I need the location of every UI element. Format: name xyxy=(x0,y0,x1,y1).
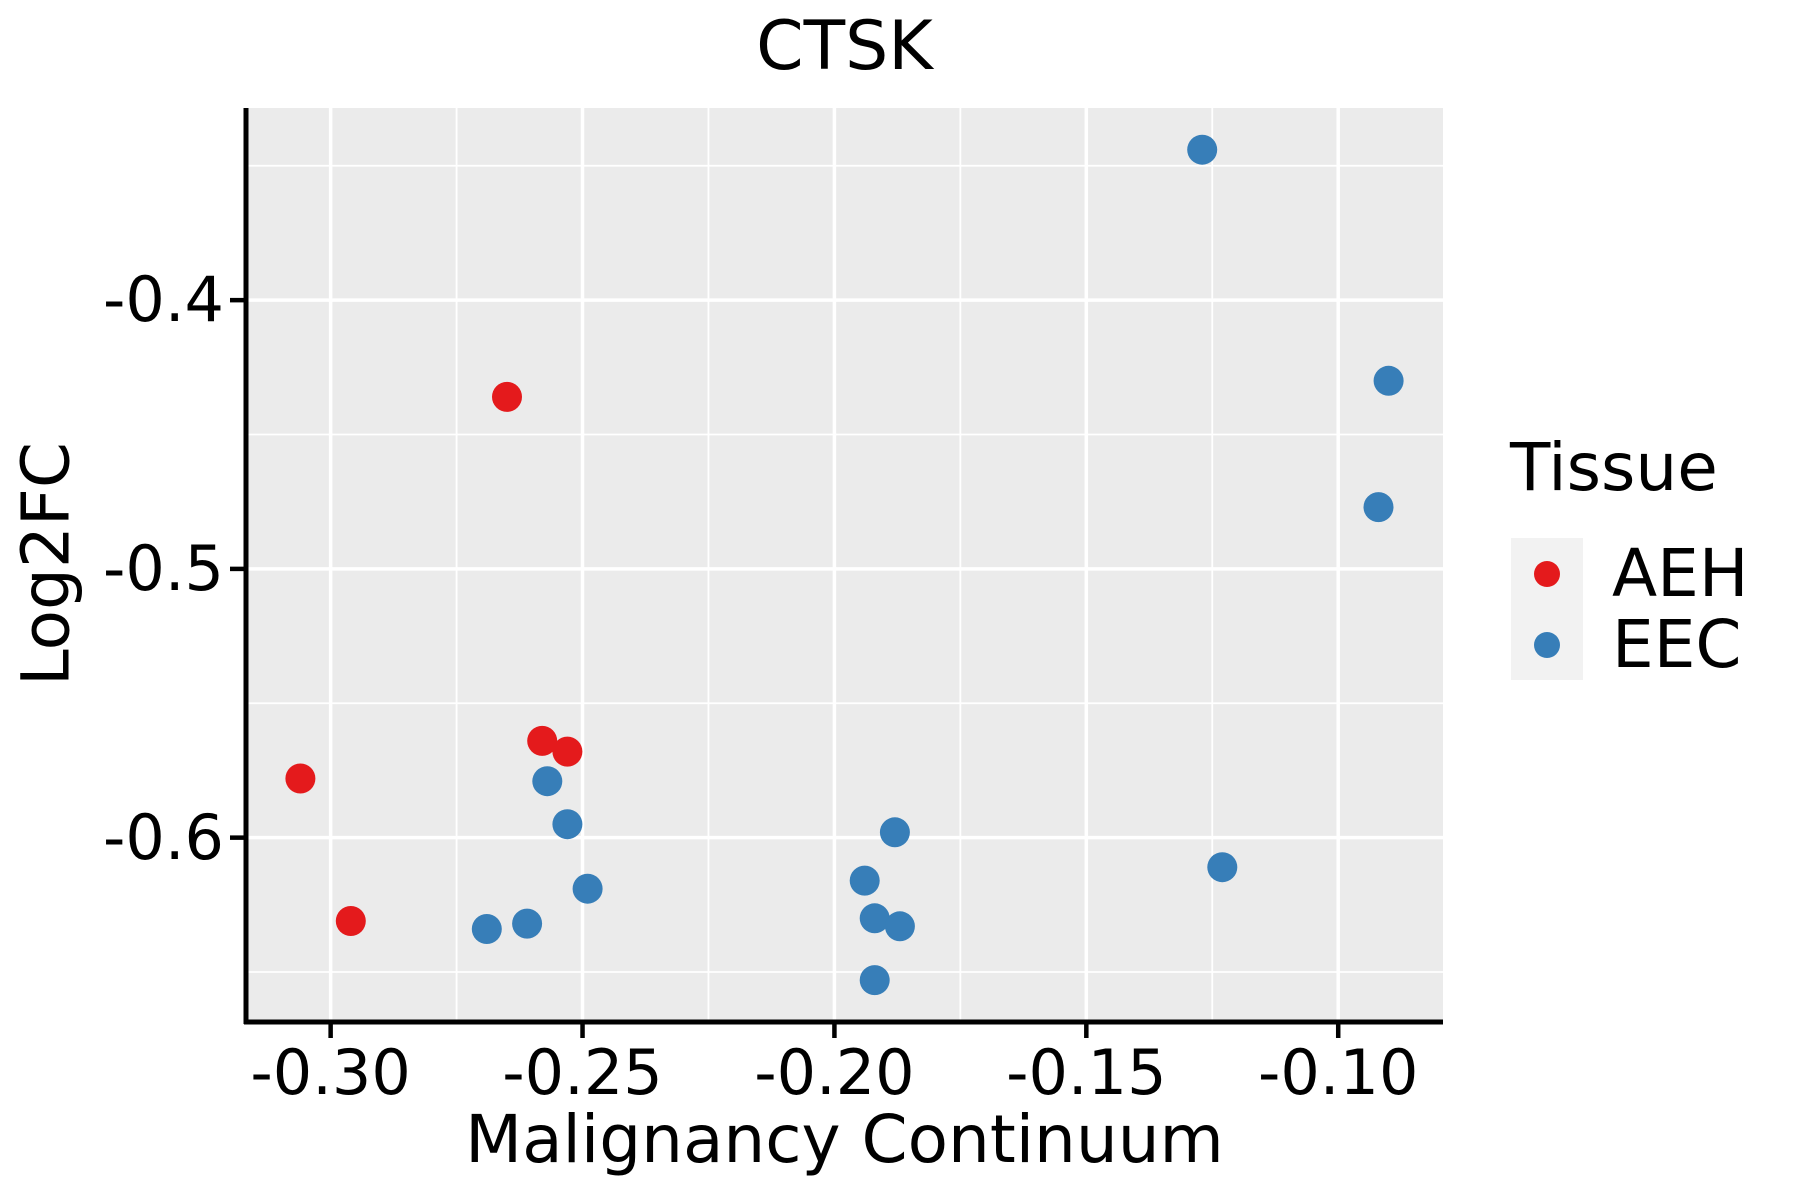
legend-label: AEH xyxy=(1612,534,1749,612)
y-tick-label: -0.5 xyxy=(103,531,224,605)
x-tick-label: -0.15 xyxy=(1006,1036,1167,1109)
data-point-eec xyxy=(512,908,543,939)
data-point-eec xyxy=(884,911,915,942)
x-tick-label: -0.10 xyxy=(1257,1036,1419,1109)
data-point-eec xyxy=(1187,134,1218,165)
x-tick-label: -0.25 xyxy=(502,1036,663,1109)
legend-key-box xyxy=(1511,538,1583,609)
data-point-eec xyxy=(879,817,910,848)
legend-entries: AEH EEC xyxy=(1508,538,1800,680)
data-point-eec xyxy=(859,965,890,996)
legend-label: EEC xyxy=(1612,605,1742,683)
data-point-eec xyxy=(1207,852,1238,883)
y-tick-label: -0.6 xyxy=(103,800,224,874)
y-tick-label: -0.4 xyxy=(103,263,224,337)
x-tick-label: -0.20 xyxy=(754,1036,915,1109)
data-point-eec xyxy=(859,903,890,934)
x-axis-title: Malignancy Continuum xyxy=(465,1101,1224,1178)
data-point-aeh xyxy=(285,763,316,794)
data-point-eec xyxy=(572,873,603,904)
data-point-eec xyxy=(1363,492,1394,523)
data-point-aeh xyxy=(492,381,522,412)
data-point-aeh xyxy=(552,736,583,767)
data-point-eec xyxy=(1373,365,1404,396)
plot-title: CTSK xyxy=(756,7,933,86)
legend-point-icon xyxy=(1534,560,1560,587)
data-point-eec xyxy=(532,766,563,797)
data-point-eec xyxy=(849,865,880,896)
legend-entry-aeh: AEH xyxy=(1508,538,1800,609)
legend-key-box xyxy=(1511,609,1583,680)
data-point-aeh xyxy=(335,906,366,936)
legend-entry-eec: EEC xyxy=(1508,609,1800,680)
panel-background xyxy=(246,108,1443,1022)
data-point-aeh xyxy=(527,725,558,756)
data-point-eec xyxy=(471,914,502,944)
x-tick-label: -0.30 xyxy=(250,1036,411,1109)
legend-title: Tissue xyxy=(1510,429,1718,506)
data-point-eec xyxy=(552,809,583,840)
legend-point-icon xyxy=(1534,631,1560,658)
